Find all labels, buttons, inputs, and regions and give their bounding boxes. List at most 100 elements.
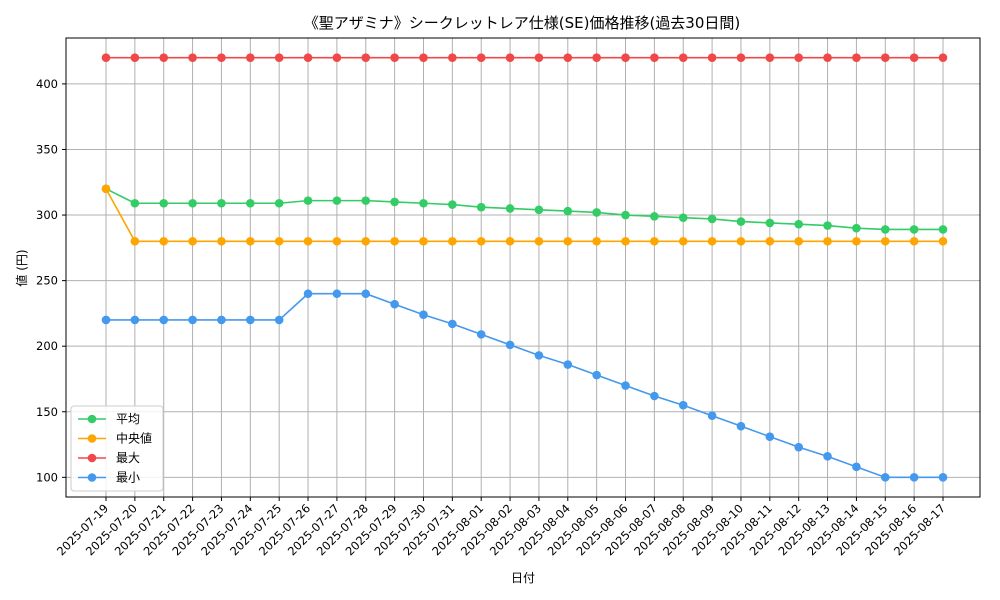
series-2 bbox=[101, 53, 948, 62]
data-point bbox=[938, 53, 948, 62]
data-point bbox=[678, 53, 688, 62]
data-point bbox=[332, 196, 342, 205]
data-point bbox=[592, 208, 601, 217]
data-point bbox=[448, 53, 457, 62]
legend-box bbox=[70, 405, 164, 492]
plot-frame bbox=[65, 37, 981, 498]
data-point bbox=[909, 225, 919, 234]
data-point bbox=[880, 53, 890, 62]
data-point bbox=[765, 218, 775, 228]
data-point bbox=[707, 236, 717, 246]
data-point bbox=[303, 53, 313, 62]
data-series bbox=[101, 53, 948, 482]
data-point bbox=[390, 236, 399, 246]
data-point bbox=[361, 289, 371, 299]
data-point bbox=[707, 214, 717, 224]
data-point bbox=[852, 223, 861, 233]
data-point bbox=[621, 381, 630, 390]
y-tick-label: 200 bbox=[36, 339, 58, 353]
data-point bbox=[476, 202, 486, 212]
data-point bbox=[505, 340, 515, 350]
data-point bbox=[159, 198, 169, 208]
data-point bbox=[592, 236, 601, 246]
data-point bbox=[419, 198, 428, 208]
data-point bbox=[476, 53, 486, 62]
grid-lines bbox=[66, 38, 980, 497]
data-point bbox=[880, 236, 890, 246]
data-point bbox=[880, 225, 890, 234]
data-point bbox=[159, 236, 169, 246]
data-point bbox=[563, 206, 573, 216]
legend-label: 平均 bbox=[116, 412, 140, 426]
data-point bbox=[736, 217, 746, 226]
data-point bbox=[332, 289, 342, 299]
data-point bbox=[823, 236, 832, 246]
data-point bbox=[274, 53, 284, 62]
data-point bbox=[678, 236, 688, 246]
data-point bbox=[130, 236, 140, 246]
legend-marker bbox=[87, 453, 97, 463]
data-point bbox=[621, 210, 630, 220]
series-line bbox=[105, 188, 943, 243]
data-point bbox=[563, 360, 573, 369]
data-point bbox=[736, 421, 746, 431]
y-tick-label: 250 bbox=[36, 274, 58, 288]
data-point bbox=[246, 315, 255, 325]
y-tick-label: 300 bbox=[36, 208, 58, 222]
data-point bbox=[188, 236, 197, 246]
data-point bbox=[390, 53, 399, 62]
data-point bbox=[794, 442, 803, 452]
data-point bbox=[188, 315, 197, 325]
data-point bbox=[938, 473, 948, 482]
data-point bbox=[361, 236, 371, 246]
legend-marker bbox=[87, 473, 97, 482]
data-point bbox=[505, 53, 515, 62]
data-point bbox=[188, 53, 197, 62]
data-point bbox=[159, 315, 169, 325]
data-point bbox=[765, 432, 775, 441]
series-1 bbox=[101, 184, 948, 246]
data-point bbox=[361, 53, 371, 62]
data-point bbox=[390, 299, 399, 309]
data-point bbox=[852, 53, 861, 62]
y-axis-label: 値 (円) bbox=[14, 249, 29, 286]
data-point bbox=[736, 53, 746, 62]
data-point bbox=[332, 53, 342, 62]
data-point bbox=[650, 236, 659, 246]
legend-marker bbox=[87, 414, 97, 424]
data-point bbox=[448, 200, 457, 209]
data-point bbox=[274, 198, 284, 208]
data-point bbox=[592, 370, 601, 380]
data-point bbox=[794, 53, 803, 62]
legend-label: 中央値 bbox=[116, 431, 152, 446]
data-point bbox=[476, 330, 486, 339]
series-line bbox=[106, 292, 943, 479]
data-point bbox=[361, 196, 371, 205]
data-point bbox=[419, 310, 428, 320]
data-point bbox=[534, 236, 544, 246]
data-point bbox=[534, 205, 544, 215]
data-point bbox=[476, 236, 486, 246]
data-point bbox=[274, 315, 284, 325]
data-point bbox=[621, 236, 630, 246]
data-point bbox=[592, 53, 601, 62]
data-point bbox=[909, 473, 919, 482]
data-point bbox=[130, 315, 140, 325]
chart-title: 《聖アザミナ》シークレットレア仕様(SE)価格推移(過去30日間) bbox=[304, 14, 741, 32]
y-tick-label: 150 bbox=[36, 405, 58, 419]
data-point bbox=[534, 351, 544, 360]
data-point bbox=[852, 462, 861, 472]
data-point bbox=[130, 53, 140, 62]
data-point bbox=[823, 53, 832, 62]
data-point bbox=[707, 53, 717, 62]
data-point bbox=[765, 236, 775, 246]
data-point bbox=[823, 221, 832, 230]
data-point bbox=[678, 400, 688, 410]
data-point bbox=[563, 53, 573, 62]
data-point bbox=[736, 236, 746, 246]
data-point bbox=[650, 212, 659, 221]
data-point bbox=[534, 53, 544, 62]
data-point bbox=[188, 198, 197, 208]
data-point bbox=[101, 53, 111, 62]
y-axis-ticks: 100 150 200 250 300 350 400 bbox=[36, 77, 66, 484]
